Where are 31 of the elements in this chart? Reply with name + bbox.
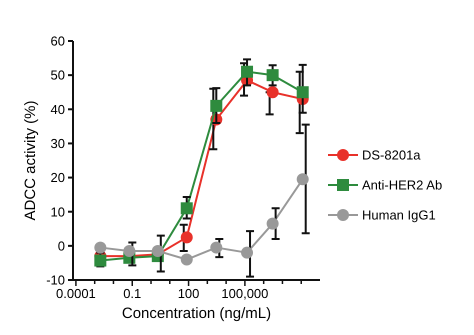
point: [210, 242, 222, 254]
point: [152, 244, 164, 257]
point: [266, 218, 279, 230]
x-tick-label: 100: [178, 286, 200, 301]
point: [180, 231, 193, 244]
x-tick-label: 100,000: [221, 286, 268, 301]
y-tick-label: 50: [50, 68, 65, 83]
y-tick-label: 20: [50, 170, 65, 186]
legend-label: Anti-HER2 Ab: [362, 178, 442, 193]
point: [266, 69, 279, 82]
y-tick-label: 30: [50, 136, 65, 151]
point: [94, 254, 106, 267]
point: [123, 244, 136, 257]
point: [296, 173, 309, 186]
point: [180, 202, 193, 214]
legend-label: Human IgG1: [362, 208, 436, 223]
y-tick-label: 60: [50, 34, 65, 49]
x-tick-label: 0.0001: [56, 286, 96, 301]
y-tick-label: 40: [50, 102, 65, 117]
legend-label: DS-8201a: [362, 148, 422, 163]
x-tick-label: 0.1: [123, 286, 142, 301]
y-tick-label: 10: [50, 204, 65, 220]
point: [180, 254, 193, 266]
point: [266, 86, 279, 98]
y-tick-label: 0: [58, 238, 65, 254]
x-axis-title: Concentration (ng/mL): [122, 305, 272, 322]
y-axis-title: ADCC activity (%): [22, 100, 39, 221]
point: [94, 242, 106, 254]
point: [296, 86, 309, 98]
y-tick-label: -10: [46, 272, 65, 288]
point: [210, 100, 222, 112]
